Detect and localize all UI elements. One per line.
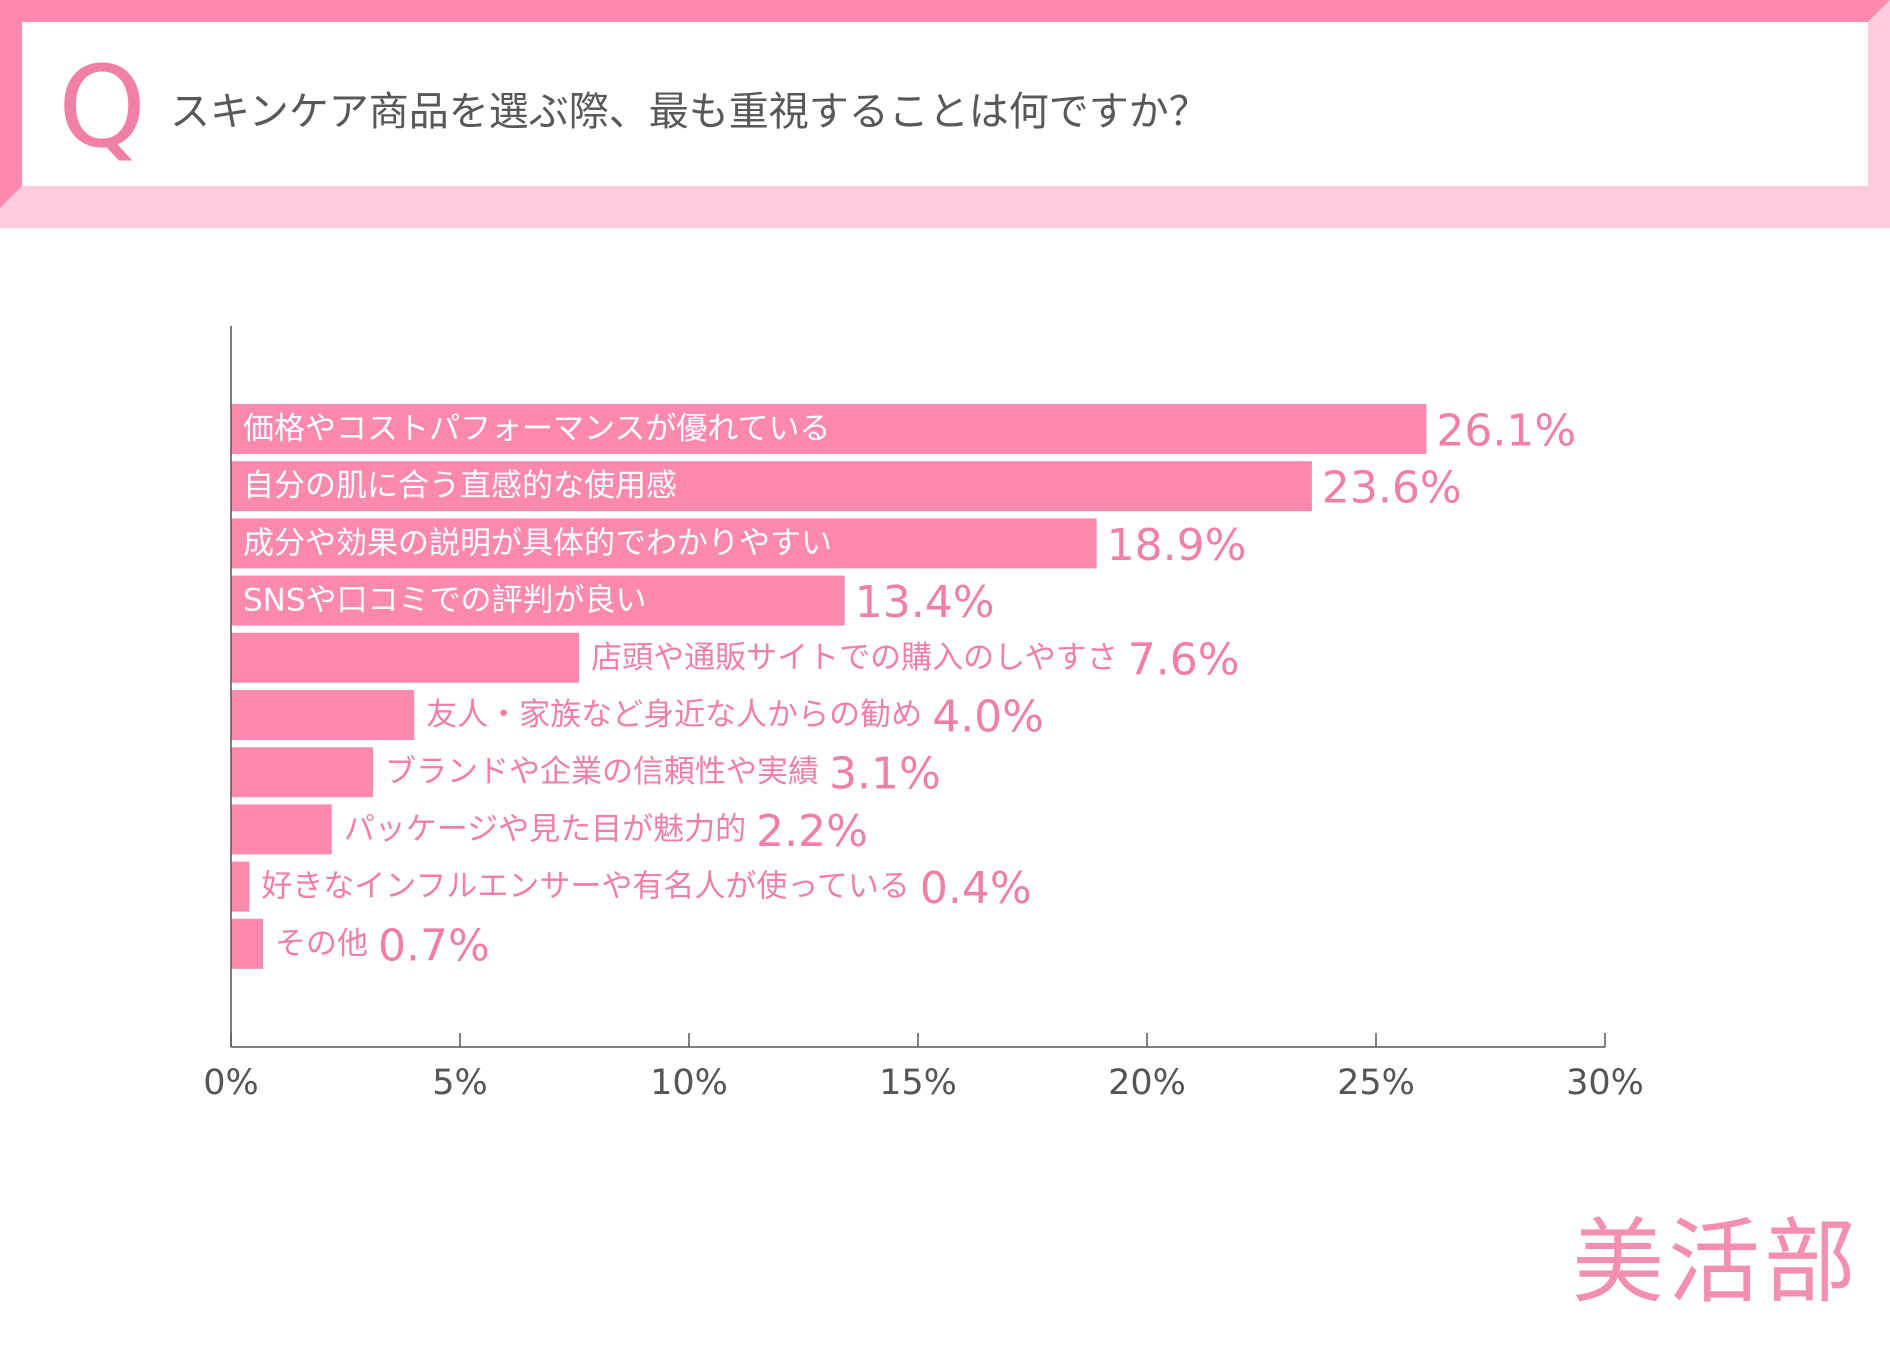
bar-category-label: 価格やコストパフォーマンスが優れている xyxy=(243,411,830,447)
bar-value-label: 13.4% xyxy=(855,577,995,628)
question-banner: Q スキンケア商品を選ぶ際、最も重視することは何ですか？ xyxy=(0,0,1890,228)
bar xyxy=(231,461,1312,512)
x-tick-label: 25% xyxy=(1337,1063,1415,1103)
question-frame xyxy=(0,0,1890,228)
bar-chart: 価格やコストパフォーマンスが優れている 26.1% 自分の肌に合う直感的な使用感 23… xyxy=(203,326,1644,1103)
bar-category-label: 自分の肌に合う直感的な使用感 xyxy=(243,468,677,504)
bar-category-label: その他 xyxy=(275,926,368,962)
bar-value-label: 23.6% xyxy=(1322,463,1462,514)
bar xyxy=(231,918,264,969)
bar-value-label: 2.2% xyxy=(756,806,868,857)
bar xyxy=(231,747,373,798)
bar-value-label: 7.6% xyxy=(1128,634,1240,685)
x-tick-label: 30% xyxy=(1566,1063,1644,1103)
bar-value-label: 4.0% xyxy=(932,692,1044,743)
bar-category-label: SNSや口コミでの評判が良い xyxy=(243,583,647,619)
bar-value-label: 26.1% xyxy=(1436,406,1576,457)
bar-value-label: 0.7% xyxy=(378,920,490,971)
bar-category-label: 成分や効果の説明が具体的でわかりやすい xyxy=(243,525,832,561)
brand-logo: 美活部 xyxy=(1572,1209,1861,1316)
question-marker: Q xyxy=(58,43,147,173)
bar-value-label: 0.4% xyxy=(920,863,1032,914)
x-tick-label: 0% xyxy=(203,1063,259,1103)
bar xyxy=(231,575,845,626)
x-tick-label: 20% xyxy=(1108,1063,1186,1103)
bar-category-label: 友人・家族など身近な人からの勧め xyxy=(426,697,922,733)
bar-category-label: 店頭や通販サイトでの購入のしやすさ xyxy=(591,640,1118,676)
x-tick-label: 15% xyxy=(879,1063,957,1103)
bar-category-label: パッケージや見た目が魅力的 xyxy=(344,811,746,847)
bar xyxy=(231,690,415,740)
bar-value-label: 3.1% xyxy=(829,749,941,800)
bar xyxy=(231,518,1097,569)
x-tick-label: 10% xyxy=(650,1063,728,1103)
bar-category-label: 好きなインフルエンサーや有名人が使っている xyxy=(261,869,910,905)
bar xyxy=(231,804,332,855)
bar-category-label: ブランドや企業の信頼性や実績 xyxy=(385,754,819,790)
question-text: スキンケア商品を選ぶ際、最も重視することは何ですか？ xyxy=(170,89,1209,135)
bar xyxy=(231,632,580,683)
x-tick-label: 5% xyxy=(432,1063,488,1103)
bar xyxy=(231,861,250,912)
bar xyxy=(231,404,1427,454)
bar-value-label: 18.9% xyxy=(1107,520,1247,571)
